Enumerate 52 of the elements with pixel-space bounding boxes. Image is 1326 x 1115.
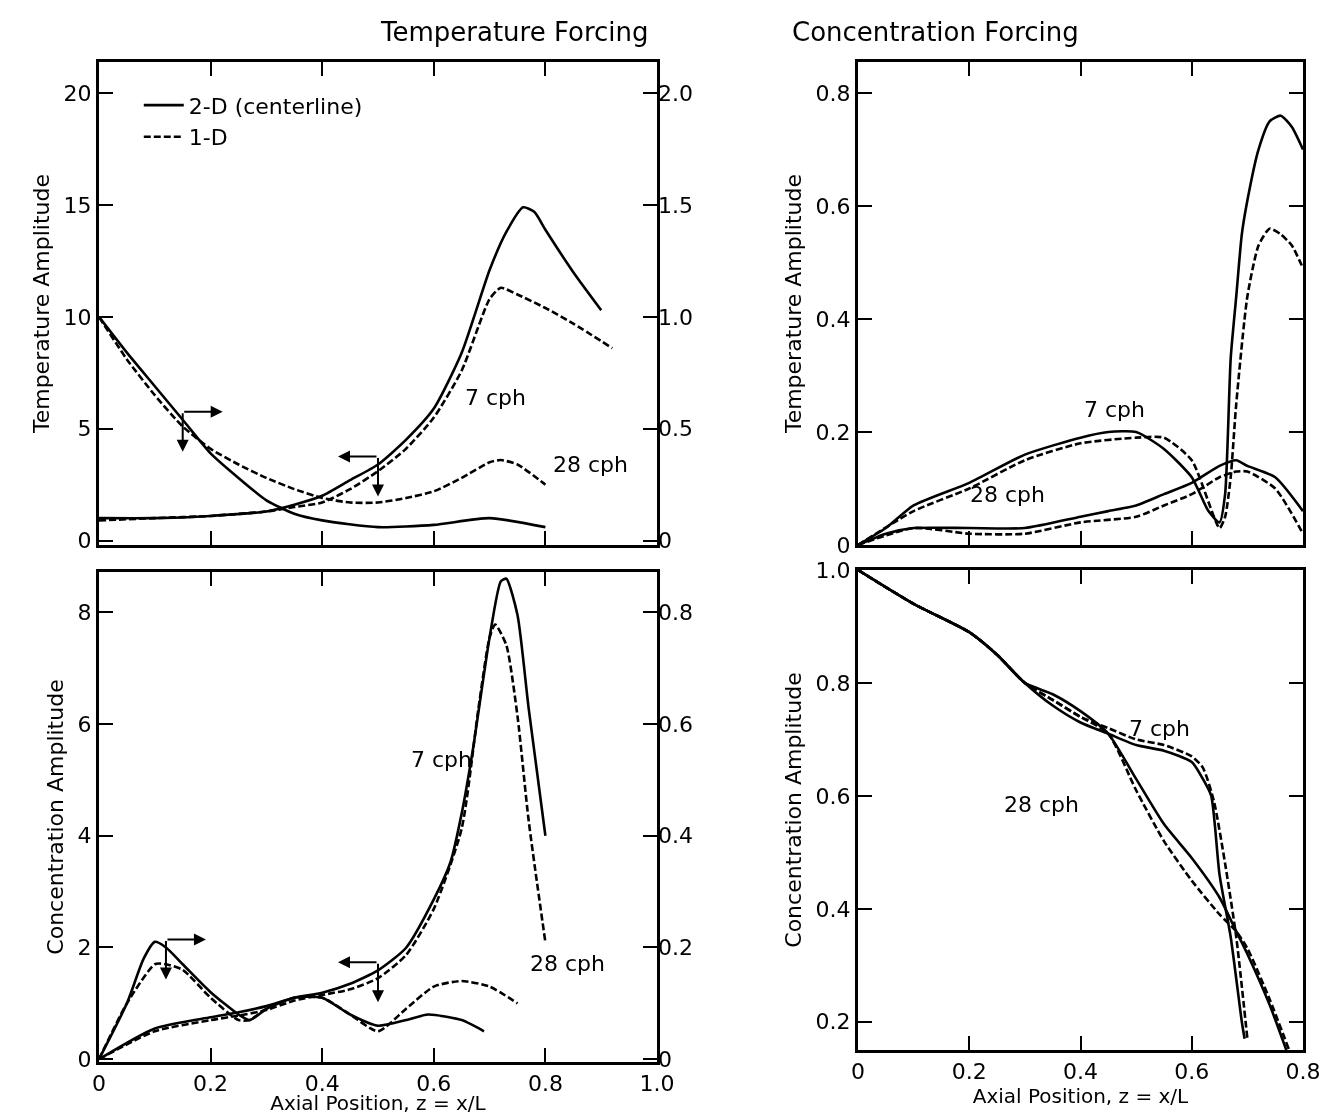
x-tick-label: 0.6	[1174, 1059, 1210, 1085]
x-tick-label: 0.8	[527, 1071, 563, 1097]
annotation: 28 cph	[530, 951, 605, 976]
y-tick-label: 4	[77, 823, 92, 849]
y-tick-label: 0.8	[815, 80, 851, 106]
annotation: 28 cph	[970, 482, 1045, 507]
y-tick-label: 0.2	[815, 419, 851, 445]
annotation: 28 cph	[553, 452, 628, 477]
y-tick-label: 5	[77, 416, 92, 442]
annotation: 7 cph	[465, 385, 526, 410]
y-tick-label: 0	[836, 532, 851, 558]
annotation: 7 cph	[1084, 397, 1145, 422]
annotation: 7 cph	[411, 747, 472, 772]
chart-title: Temperature Forcing	[380, 17, 649, 47]
y-axis-title: Temperature Amplitude	[781, 173, 807, 435]
y-tick-label: 0.2	[815, 1009, 851, 1035]
y-tick-label: 20	[63, 81, 92, 107]
y-tick-label: 15	[63, 192, 92, 218]
y-axis-title: Temperature Amplitude	[29, 173, 55, 435]
x-tick-label: 0.2	[951, 1059, 987, 1085]
y2-tick-label: 2.0	[658, 81, 693, 107]
y-tick-label: 0.4	[815, 306, 851, 332]
y-tick-label: 0.8	[815, 670, 851, 696]
x-tick-label: 0.2	[193, 1071, 229, 1097]
y2-tick-label: 0.6	[658, 711, 693, 737]
legend-label: 2-D (centerline)	[188, 93, 363, 119]
y-tick-label: 0.4	[815, 896, 851, 922]
x-tick-label: 1.0	[639, 1071, 675, 1097]
y2-tick-label: 0.2	[658, 935, 693, 961]
y-tick-label: 2	[77, 935, 92, 961]
x-axis-title: Axial Position, z = x/L	[972, 1084, 1190, 1109]
x-tick-label: 0.8	[1285, 1059, 1321, 1085]
y2-tick-label: 1.5	[658, 192, 693, 218]
y-tick-label: 0.6	[815, 783, 851, 809]
y-tick-label: 10	[63, 304, 92, 330]
x-tick-label: 0.4	[1063, 1059, 1098, 1085]
y-axis-title: Concentration Amplitude	[781, 672, 807, 948]
y-tick-label: 8	[77, 599, 92, 625]
y-tick-label: 0.6	[815, 193, 851, 219]
y2-tick-label: 0.8	[658, 599, 693, 625]
y-tick-label: 1.0	[815, 557, 851, 583]
y2-tick-label: 1.0	[658, 304, 693, 330]
y2-tick-label: 0	[658, 528, 672, 554]
y-axis-title: Concentration Amplitude	[43, 679, 69, 955]
chart-title: Concentration Forcing	[792, 17, 1079, 47]
y2-tick-label: 0.5	[658, 416, 693, 442]
y-tick-label: 6	[77, 711, 92, 737]
legend-label: 1-D	[188, 125, 228, 151]
y-tick-label: 0	[77, 528, 92, 554]
annotation: 28 cph	[1004, 792, 1079, 817]
y2-tick-label: 0.4	[658, 823, 693, 849]
annotation: 7 cph	[1129, 716, 1190, 741]
